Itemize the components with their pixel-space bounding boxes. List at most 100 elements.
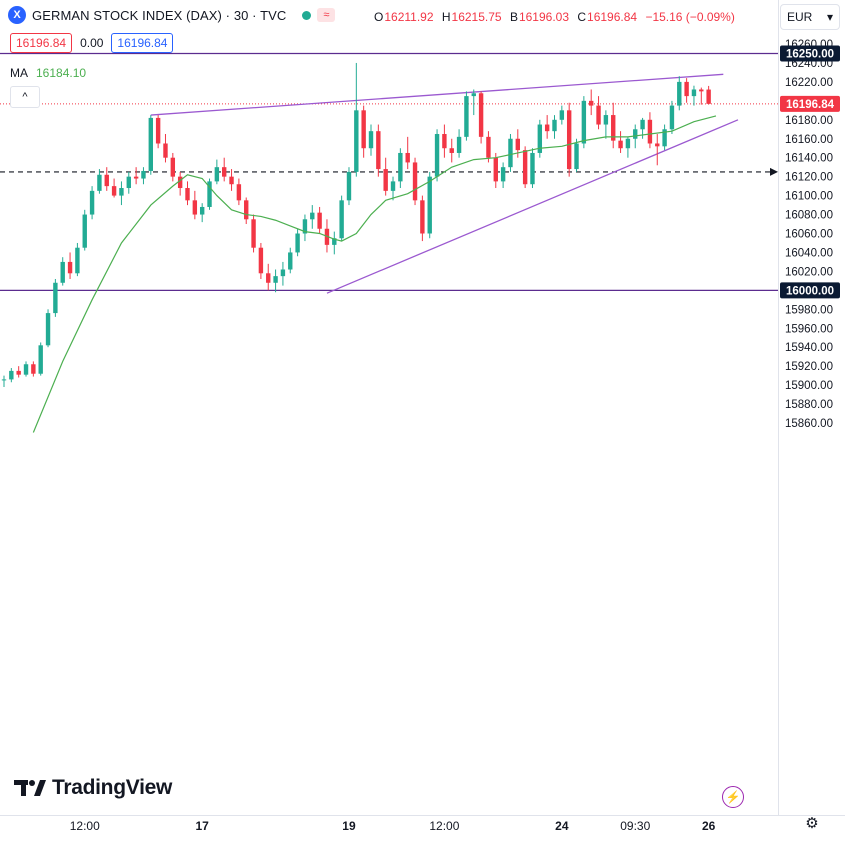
candle-body (141, 170, 146, 179)
high-value: 16215.75 (451, 10, 502, 24)
y-tick-label: 15980.00 (785, 304, 833, 316)
candle-body (273, 276, 278, 283)
candle-body (368, 131, 374, 149)
candle-body (625, 138, 631, 149)
ma-value: 16184.10 (36, 66, 87, 80)
dashed-level-arrow (770, 167, 778, 176)
collapse-legend-button[interactable]: ^ (10, 86, 40, 108)
trendline (150, 73, 724, 116)
symbol-logo-icon[interactable]: X (8, 6, 26, 24)
candle-body (170, 157, 176, 177)
candle-body (449, 148, 454, 153)
chart-header: X GERMAN STOCK INDEX (DAX) · 30 · TVC ≈ … (0, 0, 780, 108)
candle-body (236, 184, 242, 201)
candle-body (522, 150, 528, 185)
candle-body (45, 313, 51, 346)
ma-label: MA (10, 66, 28, 80)
x-tick-label: 19 (342, 819, 356, 833)
candle-body (398, 152, 403, 182)
ma-legend[interactable]: MA 16184.10 (10, 66, 86, 80)
y-tick-label: 16220.00 (785, 77, 833, 89)
candle-body (177, 176, 183, 189)
gear-icon[interactable]: ⚙ (805, 815, 819, 832)
candle-body (222, 167, 227, 177)
tradingview-mark-icon (14, 780, 46, 796)
candle-body (346, 171, 352, 201)
y-tick-label: 15900.00 (785, 380, 833, 392)
candle-body (214, 167, 220, 182)
buy-button[interactable]: 16196.84 (111, 33, 174, 53)
candle-body (133, 176, 139, 179)
candle-body (706, 89, 711, 104)
candle-body (500, 167, 506, 182)
currency-selector[interactable]: EUR ▾ (780, 4, 840, 30)
candle-body (434, 134, 440, 177)
candle-body (684, 81, 689, 97)
candle-body (486, 136, 491, 158)
high-label: H (441, 10, 451, 24)
candle-body (559, 110, 565, 120)
candle-body (390, 181, 396, 191)
candle-body (339, 200, 344, 239)
candle-body (464, 96, 469, 137)
x-tick-label: 17 (196, 819, 210, 833)
y-tick-label: 16160.00 (785, 134, 833, 146)
candle-body (163, 143, 168, 158)
candle-body (508, 138, 513, 168)
candle-body (207, 181, 212, 207)
wave-icon[interactable]: ≈ (317, 8, 336, 22)
candle-body (691, 89, 697, 97)
candle-body (111, 186, 117, 196)
candle-body (148, 117, 153, 171)
open-label: O (374, 10, 384, 24)
candle-body (662, 129, 667, 147)
price-axis-panel (778, 0, 845, 839)
currency-label: EUR (787, 10, 813, 24)
candle-body (530, 152, 535, 185)
candle-body (251, 219, 256, 248)
price-label-box (780, 45, 840, 62)
y-tick-label: 15880.00 (785, 399, 833, 411)
price-label-box (780, 95, 840, 112)
candle-body (126, 176, 131, 189)
candle-body (589, 100, 594, 106)
candle-body (376, 131, 381, 170)
y-tick-label: 15860.00 (785, 418, 833, 430)
candle-body (603, 115, 609, 125)
candle-body (75, 247, 80, 274)
y-tick-label: 15920.00 (785, 361, 833, 373)
candle-body (655, 143, 660, 147)
trendline (326, 119, 739, 294)
candle-body (699, 89, 704, 92)
market-open-icon (302, 10, 312, 20)
low-label: B (509, 10, 518, 24)
candle-body (669, 105, 675, 130)
price-label-box (780, 282, 840, 299)
candle-body (185, 188, 190, 201)
candle-body (16, 370, 21, 375)
y-tick-label: 16060.00 (785, 229, 833, 241)
candle-body (405, 152, 410, 163)
x-tick-label: 24 (555, 819, 569, 833)
candle-body (544, 124, 550, 132)
candle-body (633, 129, 638, 139)
candle-body (1, 379, 7, 381)
candle-body (244, 200, 249, 220)
candle-body (456, 136, 462, 153)
candle-body (412, 162, 418, 201)
candle-body (31, 364, 36, 374)
ma-line (32, 115, 717, 433)
bolt-icon[interactable]: ⚡ (722, 786, 744, 808)
tradingview-logo[interactable]: TradingView (14, 776, 172, 800)
candle-body (310, 212, 315, 220)
candle-body (618, 140, 623, 149)
candle-body (566, 110, 572, 170)
price-label-text: 16250.00 (786, 48, 834, 60)
candle-body (23, 364, 29, 375)
y-tick-label: 16020.00 (785, 266, 833, 278)
sell-button[interactable]: 16196.84 (10, 33, 73, 53)
candle-body (332, 238, 337, 245)
symbol-title[interactable]: GERMAN STOCK INDEX (DAX) · 30 · TVC (32, 7, 287, 23)
